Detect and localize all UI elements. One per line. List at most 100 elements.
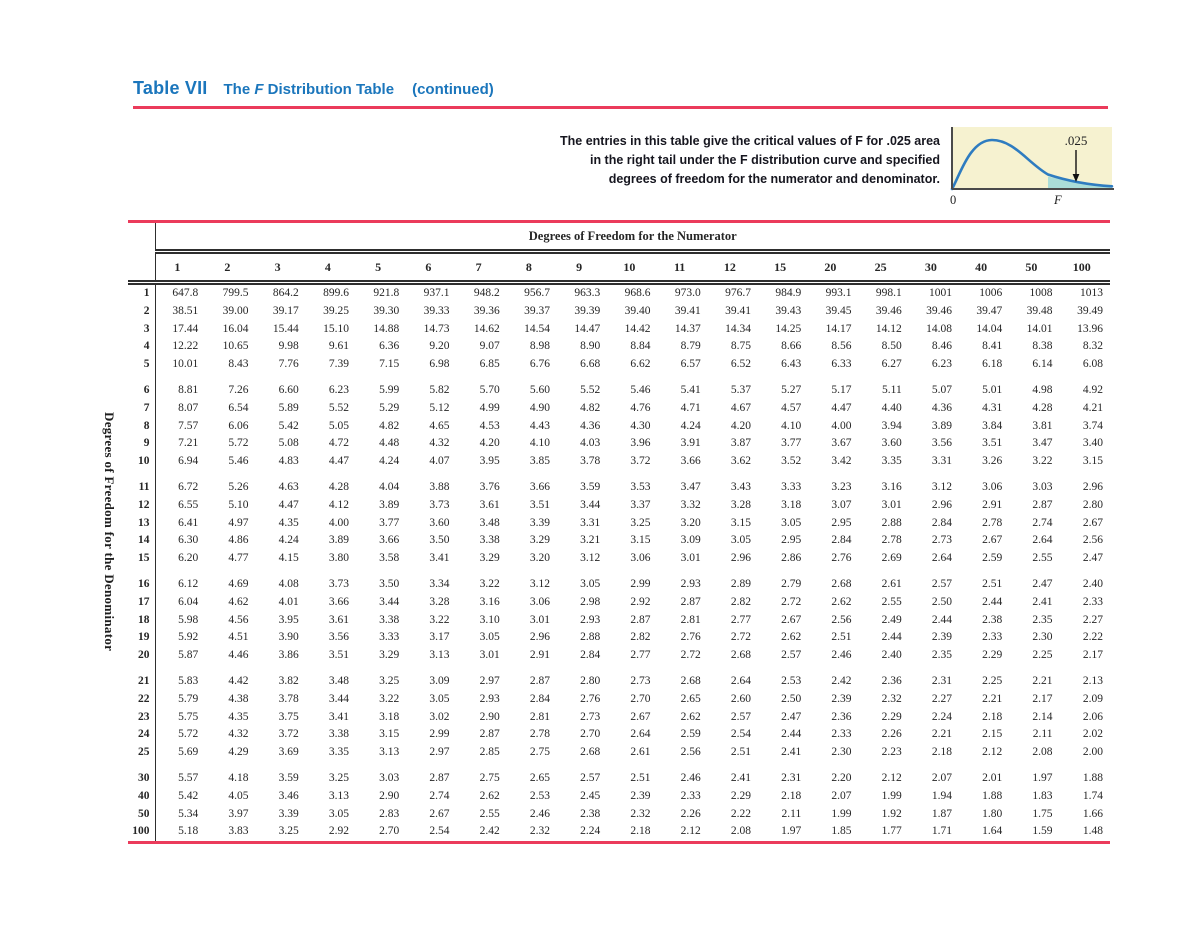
table-cell: 6.06 [228, 419, 249, 432]
table-cell: 2.55 [1032, 552, 1053, 565]
table-cell: 2.55 [881, 595, 902, 608]
table-cell: 4.77 [228, 552, 249, 565]
figure-background [952, 127, 1112, 189]
table-cell: 3.21 [580, 534, 601, 547]
table-cell: 3.39 [529, 516, 550, 529]
table-cell: 14.37 [674, 322, 701, 335]
table-cell: 3.15 [630, 534, 651, 547]
table-cell: 6.85 [479, 358, 500, 371]
table-cell: 2.69 [881, 552, 902, 565]
table-row: 1 647.8 799.5 864.2 899.6 921.8 937.1 948.2 956.… [128, 282, 1110, 303]
table-row: 16 6.12 4.69 4.08 3.73 3.50 3.34 3.22 3.12 3.05 2.… [128, 575, 1110, 594]
group-spacer-row [128, 373, 1110, 382]
table-cell: 3.35 [881, 455, 902, 468]
table-cell: 2.40 [881, 649, 902, 662]
table-cell: 14.34 [725, 322, 751, 335]
table-cell: 3.34 [429, 577, 450, 590]
table-cell: 3.35 [328, 746, 349, 759]
table-cell: 2.46 [680, 771, 701, 784]
table-cell: 3.31 [580, 516, 601, 529]
table-cell: 2.44 [881, 631, 902, 644]
table-cell: 2.97 [479, 674, 500, 687]
table-cell: 4.53 [479, 419, 500, 432]
table-cell: 38.51 [172, 304, 199, 317]
table-cell: 2.82 [730, 595, 751, 608]
numerator-header-row: Degrees of Freedom for the Numerator [128, 223, 1110, 254]
table-cell: 2.73 [580, 710, 601, 723]
table-cell: 5.46 [228, 455, 249, 468]
table-cell: 3.81 [1032, 419, 1053, 432]
page-title: The F Distribution Table [224, 81, 395, 98]
table-cell: 4.12 [328, 498, 349, 511]
table-cell: 2.95 [781, 534, 802, 547]
table-cell: 2.24 [580, 825, 601, 838]
table-cell: 6.68 [580, 358, 601, 371]
table-cell: 3.13 [379, 746, 400, 759]
table-cell: 948.2 [473, 287, 500, 299]
table-cell: 14.73 [423, 322, 450, 335]
table-row: 19 5.92 4.51 3.90 3.56 3.33 3.17 3.05 2.96 2.88 2.… [128, 629, 1110, 648]
table-cell: 2.44 [931, 613, 952, 626]
table-cell: 39.46 [926, 304, 952, 317]
table-cell: 2.18 [931, 746, 952, 759]
table-cell: 2.31 [931, 674, 952, 687]
spacer-cell [155, 665, 1110, 673]
table-cell: 4.46 [228, 649, 249, 662]
table-cell: 3.67 [831, 437, 852, 450]
table-cell: 5.87 [178, 649, 199, 662]
table-cell: 13.96 [1077, 322, 1103, 335]
table-cell: 2.74 [429, 789, 450, 802]
table-cell: 2.53 [781, 674, 802, 687]
table-cell: 3.32 [680, 498, 701, 511]
row-label: 30 [128, 769, 156, 788]
table-cell: 39.48 [1026, 304, 1053, 317]
table-cell: 4.21 [1082, 401, 1103, 414]
table-cell: 3.73 [328, 577, 349, 590]
table-cell: 2.47 [1032, 577, 1053, 590]
table-cell: 3.60 [881, 437, 902, 450]
table-cell: 2.07 [931, 771, 952, 784]
table-cell: 2.44 [781, 728, 802, 741]
table-cell: 14.04 [976, 322, 1003, 335]
table-cell: 2.57 [781, 649, 802, 662]
column-header: 100 [1059, 251, 1110, 285]
table-row: 17 6.04 4.62 4.01 3.66 3.44 3.28 3.16 3.06 2.98 2.… [128, 593, 1110, 612]
table-cell: 2.21 [982, 692, 1003, 705]
column-header: 20 [808, 251, 859, 285]
table-cell: 4.30 [630, 419, 651, 432]
table-cell: 2.92 [328, 825, 349, 838]
table-cell: 5.41 [680, 383, 701, 396]
table-cell: 2.26 [680, 807, 701, 820]
table-cell: 5.37 [730, 383, 751, 396]
row-label: 7 [128, 399, 156, 418]
title-pre: The [223, 81, 255, 98]
f-table: Degrees of Freedom for the Numerator 1 2 3 4… [128, 223, 1110, 842]
table-cell: 3.06 [529, 595, 550, 608]
table-cell: 1.99 [881, 789, 902, 802]
table-cell: 2.99 [429, 728, 450, 741]
spacer-cell [155, 568, 1110, 576]
column-header: 11 [657, 251, 708, 285]
column-header: 8 [506, 251, 557, 285]
table-cell: 2.51 [630, 771, 651, 784]
table-cell: 7.39 [328, 358, 349, 371]
table-cell: 2.35 [931, 649, 952, 662]
table-cell: 2.01 [982, 771, 1003, 784]
row-label: 19 [128, 629, 156, 648]
table-cell: 4.36 [580, 419, 601, 432]
table-cell: 2.57 [580, 771, 601, 784]
table-cell: 2.83 [379, 807, 400, 820]
table-cell: 8.79 [680, 340, 701, 353]
row-label: 13 [128, 514, 156, 533]
table-cell: 2.30 [1032, 631, 1053, 644]
table-cell: 5.18 [178, 825, 199, 838]
table-cell: 3.50 [429, 534, 450, 547]
table-row: 2 38.51 39.00 39.17 39.25 39.30 39.33 39.36 39.3… [128, 302, 1110, 321]
table-cell: 6.41 [178, 516, 199, 529]
column-header: 5 [356, 251, 407, 285]
table-cell: 6.04 [178, 595, 199, 608]
group-spacer-row [128, 470, 1110, 479]
table-cell: 6.72 [178, 480, 199, 493]
table-cell: 3.72 [278, 728, 299, 741]
table-cell: 2.91 [529, 649, 550, 662]
